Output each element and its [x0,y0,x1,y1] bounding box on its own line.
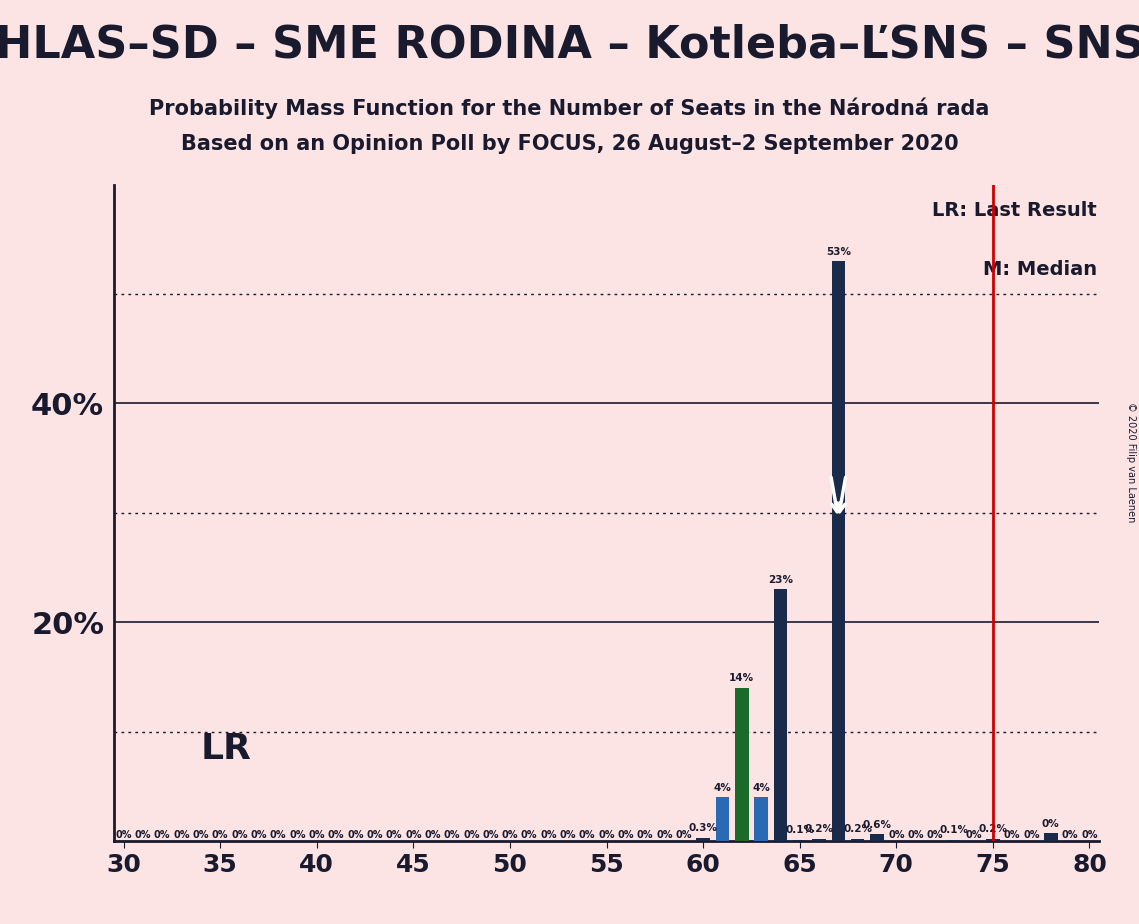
Text: 0.2%: 0.2% [978,824,1007,834]
Text: Probability Mass Function for the Number of Seats in the Národná rada: Probability Mass Function for the Number… [149,97,990,118]
Text: 0%: 0% [617,830,634,840]
Text: 0%: 0% [347,830,363,840]
Text: M: Median: M: Median [983,261,1097,279]
Text: 0%: 0% [328,830,344,840]
Text: 0.2%: 0.2% [843,824,872,834]
Text: 0%: 0% [927,830,943,840]
Text: 0%: 0% [386,830,402,840]
Text: 0%: 0% [231,830,247,840]
Text: 53%: 53% [826,247,851,257]
Text: 0%: 0% [367,830,383,840]
Bar [793,840,806,841]
Text: 0%: 0% [521,830,538,840]
Text: 0%: 0% [501,830,518,840]
Bar [696,837,710,841]
Bar [870,834,884,841]
Text: 0%: 0% [559,830,576,840]
Text: HLAS–SD – SME RODINA – Kotleba–ĽSNS – SNS: HLAS–SD – SME RODINA – Kotleba–ĽSNS – SN… [0,23,1139,67]
Text: 0%: 0% [192,830,210,840]
Bar [986,839,1000,841]
Bar [812,839,826,841]
Text: 0%: 0% [251,830,267,840]
Text: 0.1%: 0.1% [785,825,814,835]
Bar [754,797,768,841]
Text: 23%: 23% [768,575,793,585]
Text: 0%: 0% [464,830,480,840]
Text: 0%: 0% [115,830,132,840]
Text: 0%: 0% [154,830,171,840]
Bar [1044,833,1058,841]
Text: 0%: 0% [888,830,904,840]
Bar [715,797,729,841]
Text: 0%: 0% [908,830,924,840]
Text: 0%: 0% [540,830,557,840]
Text: 0%: 0% [675,830,693,840]
Bar [831,261,845,841]
Text: 0.3%: 0.3% [689,823,718,833]
Bar [773,590,787,841]
Text: 0%: 0% [405,830,421,840]
Text: 4%: 4% [713,783,731,793]
Text: 14%: 14% [729,674,754,684]
Bar [851,839,865,841]
Text: 4%: 4% [752,783,770,793]
Text: © 2020 Filip van Laenen: © 2020 Filip van Laenen [1126,402,1136,522]
Text: 0%: 0% [425,830,441,840]
Text: Based on an Opinion Poll by FOCUS, 26 August–2 September 2020: Based on an Opinion Poll by FOCUS, 26 Au… [181,134,958,154]
Text: 0%: 0% [482,830,499,840]
Text: 0%: 0% [134,830,151,840]
Bar [735,687,748,841]
Text: 0%: 0% [1042,819,1059,829]
Text: LR: Last Result: LR: Last Result [933,201,1097,220]
Bar [948,840,961,841]
Text: 0.1%: 0.1% [940,825,969,835]
Text: 0%: 0% [270,830,286,840]
Text: 0%: 0% [289,830,305,840]
Text: 0%: 0% [212,830,229,840]
Text: 0%: 0% [579,830,596,840]
Text: 0%: 0% [1062,830,1079,840]
Text: 0%: 0% [1081,830,1098,840]
Text: 0%: 0% [1003,830,1021,840]
Text: 0.6%: 0.6% [862,820,892,830]
Text: 0%: 0% [966,830,982,840]
Text: 0%: 0% [173,830,190,840]
Text: 0%: 0% [1023,830,1040,840]
Text: 0%: 0% [309,830,325,840]
Text: 0%: 0% [656,830,673,840]
Text: 0%: 0% [444,830,460,840]
Text: 0%: 0% [637,830,654,840]
Text: 0.2%: 0.2% [804,824,834,834]
Text: 0%: 0% [598,830,615,840]
Text: LR: LR [200,732,252,766]
